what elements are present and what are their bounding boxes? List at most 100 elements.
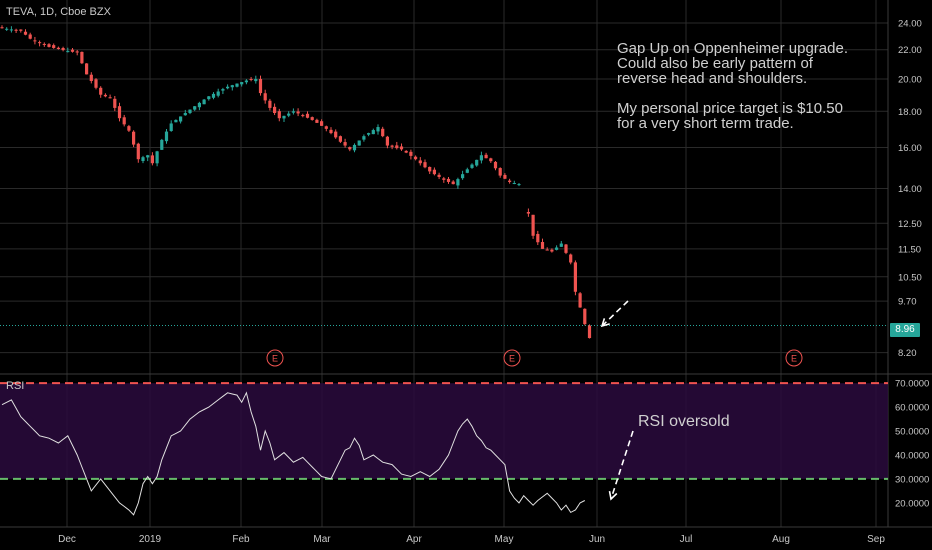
candle-body bbox=[399, 146, 404, 150]
x-tick-label: Dec bbox=[58, 534, 76, 545]
candle-body bbox=[320, 121, 324, 126]
candle-body bbox=[240, 82, 244, 85]
y-tick-label: 9.70 bbox=[898, 297, 917, 308]
candle-body bbox=[559, 243, 563, 247]
candle-body bbox=[193, 106, 197, 110]
y-tick-label: 11.50 bbox=[898, 244, 921, 255]
candle-body bbox=[235, 83, 239, 87]
candle-body bbox=[498, 168, 502, 176]
candle-body bbox=[136, 143, 140, 160]
earnings-marker bbox=[785, 349, 803, 367]
x-tick-label: May bbox=[495, 534, 514, 545]
candle-body bbox=[569, 254, 573, 263]
candle-body bbox=[103, 94, 107, 97]
candle-body bbox=[197, 102, 201, 108]
candle-body bbox=[390, 145, 394, 147]
candle-body bbox=[296, 111, 300, 114]
candles bbox=[0, 25, 888, 339]
candle-body bbox=[461, 174, 465, 179]
candle-body bbox=[484, 154, 488, 159]
candle-body bbox=[540, 241, 545, 249]
candle-body bbox=[122, 117, 126, 125]
candle-body bbox=[352, 144, 357, 151]
candle-body bbox=[155, 151, 159, 164]
y-tick-label: 10.50 bbox=[898, 272, 922, 283]
candle-body bbox=[305, 113, 310, 118]
earnings-marker bbox=[266, 349, 284, 367]
rsi-annotation: RSI oversold bbox=[638, 413, 730, 430]
candle-body bbox=[207, 96, 211, 100]
candle-body bbox=[578, 293, 582, 308]
candle-body bbox=[451, 181, 455, 185]
annotation-note: Gap Up on Oppenheimer upgrade. Could als… bbox=[617, 41, 857, 146]
candle-body bbox=[385, 136, 389, 146]
rsi-panel bbox=[0, 382, 888, 516]
candle-body bbox=[89, 74, 93, 82]
x-tick-label: 2019 bbox=[139, 534, 162, 545]
rsi-arrow-head bbox=[608, 490, 618, 501]
candle-body bbox=[160, 139, 164, 150]
candle-body bbox=[174, 119, 178, 123]
annotation-note-line-1: Gap Up on Oppenheimer upgrade. Could als… bbox=[617, 40, 848, 87]
candle-body bbox=[273, 106, 277, 114]
candle-body bbox=[348, 147, 352, 150]
candle-body bbox=[117, 106, 122, 119]
candle-body bbox=[432, 169, 436, 175]
candle-body bbox=[23, 31, 28, 35]
candle-body bbox=[446, 178, 451, 182]
candle-body bbox=[188, 109, 192, 114]
candle-body bbox=[395, 145, 399, 149]
y-tick-label: 14.00 bbox=[898, 184, 922, 195]
candle-body bbox=[310, 117, 314, 120]
candle-body bbox=[14, 29, 18, 31]
candle-body bbox=[282, 115, 286, 119]
candle-body bbox=[545, 249, 549, 251]
candle-body bbox=[564, 244, 568, 253]
rsi-band bbox=[0, 383, 888, 479]
candle-body bbox=[263, 93, 267, 101]
candle-body bbox=[334, 131, 338, 138]
candle-body bbox=[508, 180, 512, 182]
candle-body bbox=[343, 142, 347, 146]
candle-body bbox=[141, 157, 145, 162]
x-tick-label: Mar bbox=[313, 534, 331, 545]
x-tick-label: Aug bbox=[772, 534, 790, 545]
candle-body bbox=[404, 150, 408, 153]
candle-body bbox=[202, 99, 206, 105]
rsi-arrow bbox=[610, 430, 634, 500]
candle-body bbox=[127, 126, 131, 131]
candle-body bbox=[291, 111, 295, 113]
x-tick-label: Sep bbox=[867, 534, 885, 545]
candle-body bbox=[315, 119, 319, 123]
candle-body bbox=[113, 98, 117, 108]
candle-body bbox=[9, 29, 13, 31]
candle-body bbox=[52, 45, 56, 48]
y-tick-label: 12.50 bbox=[898, 219, 922, 230]
candle-body bbox=[371, 130, 375, 135]
candle-body bbox=[216, 91, 220, 96]
x-tick-label: Apr bbox=[406, 534, 422, 545]
annotation-note-line-2: My personal price target is $10.50 for a… bbox=[617, 100, 843, 132]
candle-body bbox=[531, 214, 535, 236]
price-arrow bbox=[601, 300, 629, 327]
y-tick-label: 24.00 bbox=[898, 18, 922, 29]
candle-body bbox=[0, 27, 4, 29]
candle-body bbox=[66, 51, 70, 53]
earnings-marker bbox=[503, 349, 521, 367]
y-tick-label: 16.00 bbox=[898, 143, 922, 154]
candle-body bbox=[287, 113, 291, 116]
candle-body bbox=[587, 325, 592, 339]
candle-body bbox=[423, 162, 427, 168]
y-tick-label: 8.20 bbox=[898, 348, 917, 359]
chart-title: TEVA, 1D, Cboe BZX bbox=[6, 6, 111, 18]
candle-body bbox=[254, 78, 258, 82]
candle-body bbox=[61, 47, 65, 51]
candle-body bbox=[70, 49, 75, 52]
candle-body bbox=[75, 51, 79, 53]
candle-body bbox=[456, 179, 460, 186]
rsi-tick-label: 70.0000 bbox=[895, 379, 929, 390]
candle-body bbox=[517, 184, 521, 186]
x-tick-label: Feb bbox=[232, 534, 250, 545]
candle-body bbox=[573, 262, 577, 292]
candle-body bbox=[179, 116, 183, 122]
